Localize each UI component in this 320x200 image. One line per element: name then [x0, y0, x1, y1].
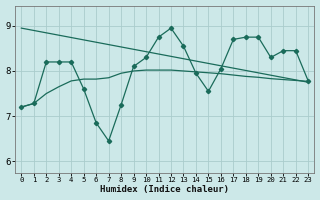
X-axis label: Humidex (Indice chaleur): Humidex (Indice chaleur)	[100, 185, 229, 194]
